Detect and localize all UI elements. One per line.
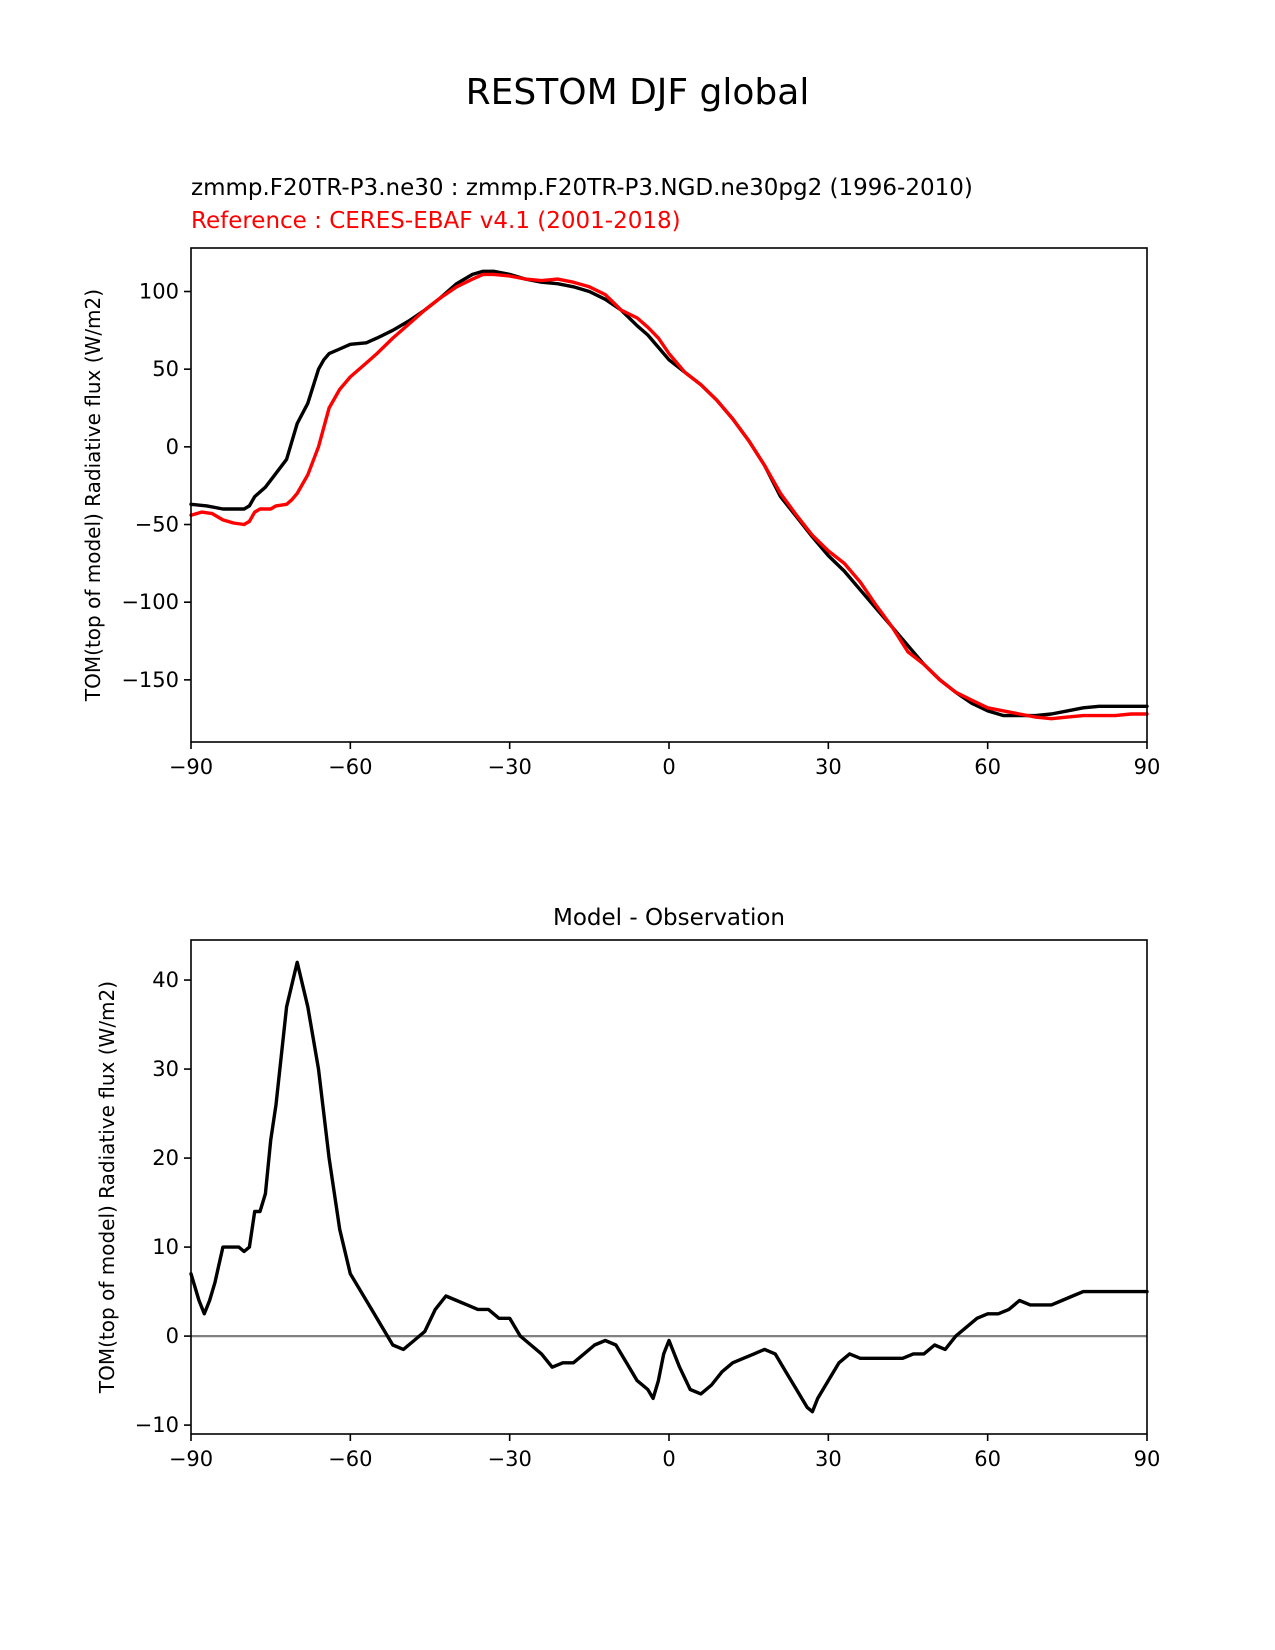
- y-tick-label: 10: [152, 1235, 179, 1259]
- x-tick-label: −30: [488, 1447, 532, 1471]
- axes-frame: [190, 247, 1148, 743]
- model-series-line: [189, 269, 1149, 718]
- y-axis-label: TOM(top of model) Radiative flux (W/m2): [81, 289, 105, 702]
- y-tick-label: −100: [121, 590, 179, 614]
- y-tick-label: 0: [166, 1324, 179, 1348]
- reference-series-line: [189, 272, 1149, 721]
- x-tick-label: 60: [974, 1447, 1001, 1471]
- reference-label: Reference : CERES-EBAF v4.1 (2001-2018): [191, 208, 681, 234]
- y-tick-label: 50: [152, 357, 179, 381]
- x-tick-label: 30: [815, 755, 842, 779]
- y-tick-label: 40: [152, 968, 179, 992]
- x-tick-label: 90: [1134, 755, 1161, 779]
- y-tick-label: 0: [166, 435, 179, 459]
- y-tick-label: −50: [135, 513, 179, 537]
- difference-plot-title: Model - Observation: [552, 905, 786, 931]
- x-tick-label: −60: [328, 755, 372, 779]
- figure-title: RESTOM DJF global: [465, 72, 810, 113]
- x-tick-label: −90: [169, 1447, 213, 1471]
- y-tick-label: −10: [135, 1413, 179, 1437]
- x-tick-label: −90: [169, 755, 213, 779]
- y-tick-label: 30: [152, 1057, 179, 1081]
- difference-series-line: [189, 960, 1149, 1414]
- x-tick-label: 0: [662, 755, 675, 779]
- x-tick-label: −60: [328, 1447, 372, 1471]
- x-tick-label: 90: [1134, 1447, 1161, 1471]
- x-tick-label: −30: [488, 755, 532, 779]
- x-tick-label: 60: [974, 755, 1001, 779]
- x-tick-label: 30: [815, 1447, 842, 1471]
- y-tick-label: 100: [139, 279, 179, 303]
- y-axis-label: TOM(top of model) Radiative flux (W/m2): [95, 981, 119, 1394]
- bottom-panel: −90 −60 −30 0 30 60 90 40 30 20 10 0 −10 TOM(top of m…: [95, 939, 1161, 1471]
- y-tick-label: −150: [121, 668, 179, 692]
- model-label: zmmp.F20TR-P3.ne30 : zmmp.F20TR-P3.NGD.n…: [191, 175, 973, 201]
- x-tick-label: 0: [662, 1447, 675, 1471]
- y-tick-label: 20: [152, 1146, 179, 1170]
- top-panel: −90 −60 −30 0 30 60 90 100 50 0 −50 −100 −150 TOM(top…: [81, 247, 1161, 779]
